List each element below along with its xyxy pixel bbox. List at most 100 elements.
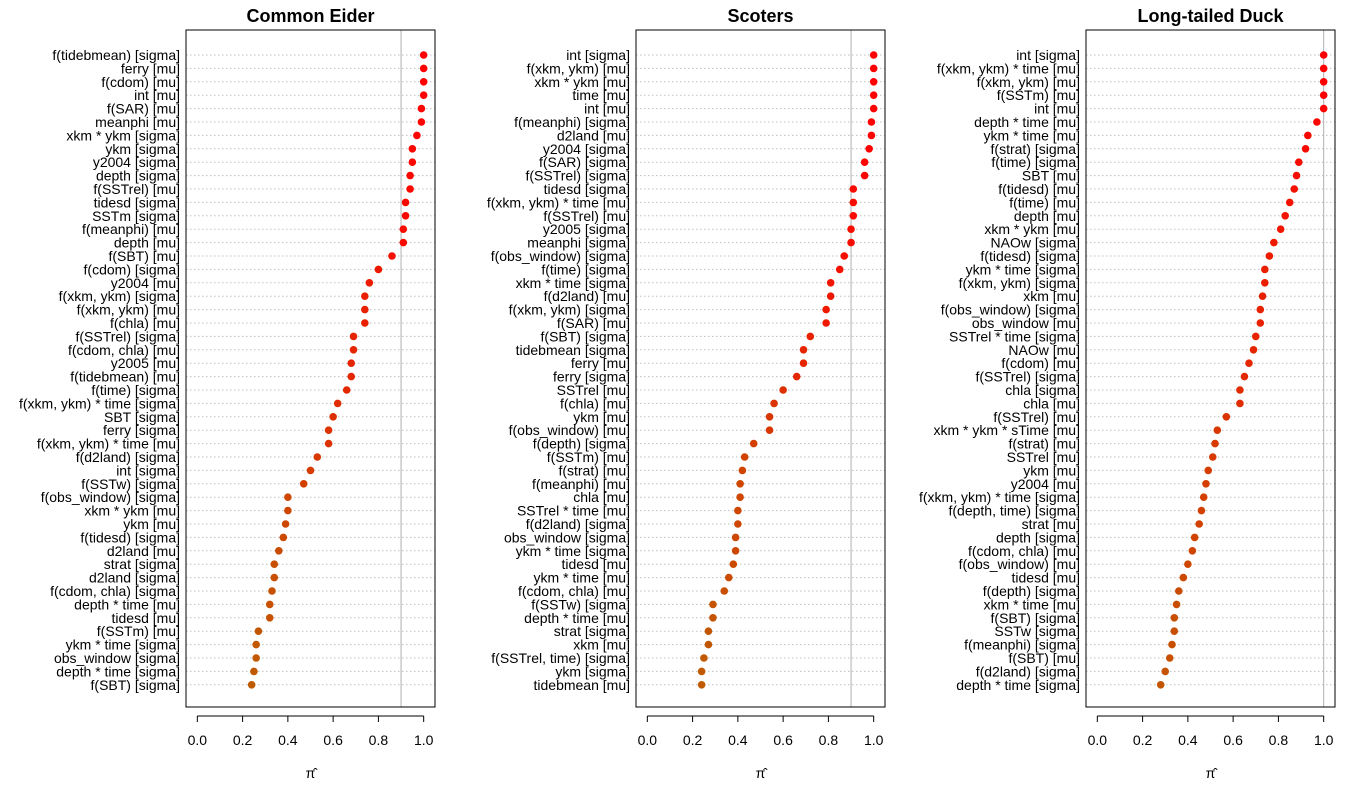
term-label: f(depth, time) [sigma] [949,503,1081,519]
data-point [729,560,738,568]
term-label: f(d2land) [sigma] [976,663,1080,679]
term-label: f(cdom) [mu] [1001,355,1080,371]
data-point [419,91,428,99]
term-label: f(SSTrel) [mu] [543,208,630,224]
term-label: f(xkm, ykm) [sigma] [59,288,180,304]
data-point [1319,64,1328,73]
term-label: f(time) [mu] [1009,194,1080,210]
data-point [1170,614,1179,622]
data-point [1179,573,1188,582]
x-tick-label: 0.2 [683,732,703,748]
data-point [1281,212,1289,220]
data-point [1184,560,1192,568]
x-tick-label: 0.0 [1088,732,1108,748]
term-label: f(chla) [mu] [110,315,180,331]
term-label: f(SBT) [sigma] [91,677,180,693]
data-point [349,346,358,354]
x-tick-label: 0.4 [1178,732,1198,748]
data-point [1292,171,1301,180]
x-tick-label: 0.8 [369,732,389,748]
term-label: int [mu] [1034,101,1080,117]
x-axis-label: π̂ [1206,765,1219,781]
data-point [252,640,260,649]
data-point [840,252,849,260]
panel-title: Scoters [727,6,793,26]
term-label: f(meanphi) [sigma] [964,637,1080,653]
data-point [1258,292,1267,301]
data-point [408,145,417,153]
data-point [734,506,742,515]
term-label: f(meanphi) [sigma] [514,114,630,130]
x-tick-label: 0.8 [1269,732,1289,748]
term-label: f(xkm, ykm) * time [mu] [487,194,630,210]
data-point [1156,681,1165,689]
term-label: tidebmean [mu] [534,677,631,693]
data-point [408,158,417,166]
data-point [765,413,774,421]
data-point [361,305,369,314]
term-label: depth [mu] [114,235,180,251]
term-label: obs_window [sigma] [504,529,630,545]
data-point [299,480,308,488]
term-label: f(SSTrel) [sigma] [976,369,1081,385]
data-point [268,587,276,595]
data-point [1319,51,1328,59]
term-label: ykm [mu] [573,409,630,425]
term-label: int [mu] [134,87,180,103]
term-label: SSTw [sigma] [994,623,1080,639]
term-label: d2land [mu] [107,543,180,559]
term-label: f(SSTm) [mu] [97,623,180,639]
term-label: f(tidebmean) [mu] [70,369,180,385]
term-label: f(tidesd) [mu] [998,181,1080,197]
data-point [847,225,855,233]
term-label: f(tidesd) [sigma] [80,529,180,545]
term-label: tidesd [mu] [1012,570,1080,586]
data-point [265,614,274,622]
term-label: f(SBT) [mu] [1008,650,1080,666]
data-point [374,265,383,274]
data-point [1256,319,1265,327]
term-label: f(strat) [sigma] [991,141,1080,157]
data-point [770,399,778,408]
term-label: f(d2land) [sigma] [76,449,180,465]
term-label: y2004 [mu] [111,275,180,291]
term-label: SBT [sigma] [104,409,180,425]
data-point [867,131,876,140]
data-point [1168,640,1176,649]
x-tick-label: 0.6 [323,732,343,748]
term-label: f(strat) [mu] [1008,436,1080,452]
term-label: f(SBT) [sigma] [541,328,630,344]
data-point [1319,78,1328,86]
data-point [1213,426,1222,435]
data-point [324,439,333,448]
term-label: f(depth) [sigma] [533,436,630,452]
data-point [254,627,263,635]
data-point [329,413,337,421]
term-label: f(time) [sigma] [541,261,630,277]
data-point [406,171,414,180]
term-label: f(cdom, chla) [mu] [518,583,630,599]
term-label: f(xkm, ykm) [sigma] [959,275,1080,291]
data-point [704,640,713,649]
data-point [419,51,428,59]
data-point [1261,279,1269,287]
term-label: int [sigma] [1016,47,1080,63]
data-point [388,252,396,260]
data-point [324,426,333,435]
term-label: depth [mu] [1014,208,1080,224]
term-label: xkm * ykm [mu] [84,503,180,519]
data-point [281,520,290,528]
term-label: tidebmean [sigma] [516,342,630,358]
term-label: depth * time [sigma] [956,677,1080,693]
data-point [725,573,733,582]
data-point [265,600,274,609]
data-point [1188,547,1197,555]
data-point [1236,386,1244,394]
x-tick-label: 0.6 [773,732,793,748]
data-point [1161,667,1170,676]
data-point [847,238,855,247]
term-label: ykm [mu] [123,516,180,532]
term-label: tidesd [mu] [562,556,630,572]
term-label: f(tidebmean) [sigma] [52,47,180,63]
data-point [1249,346,1258,354]
